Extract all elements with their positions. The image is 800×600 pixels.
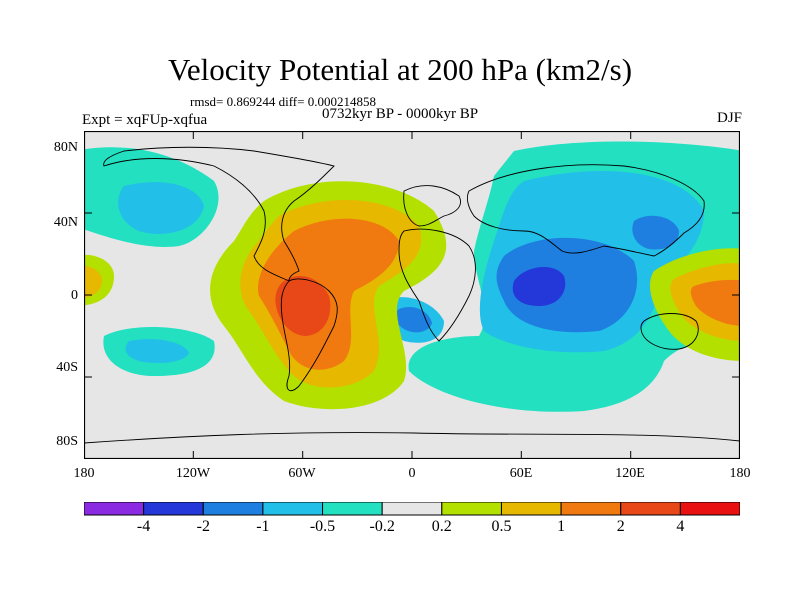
lon-tick-60e: 60E [509,466,533,481]
season-label: DJF [716,110,742,126]
contour-negative-southpacific [103,326,215,376]
contour-positive-eastpacific [84,254,114,306]
colorbar-swatch [84,502,145,516]
colorbar-swatch [381,502,443,516]
lat-tick-80s: 80S [56,434,78,449]
contour-negative-northpacific [84,147,219,247]
colorbar-label: -1 [256,518,270,535]
colorbar-swatch [441,502,502,516]
axis-ticks [84,131,740,459]
lon-tick-180w: 180 [73,466,95,481]
colorbar-label: -4 [136,518,151,535]
colorbar-label: -2 [196,518,210,535]
lon-tick-120e: 120E [615,466,645,481]
colorbar-swatch [322,502,383,516]
colorbar-label: -0.5 [309,518,336,535]
lon-tick-180e: 180 [729,466,751,481]
rmsd-diff-stats: rmsd= 0.869244 diff= 0.000214858 [190,94,376,109]
lat-tick-0: 0 [71,288,78,303]
colorbar-label: -0.2 [369,518,395,535]
velocity-potential-map [84,131,740,459]
map-title: Velocity Potential at 200 hPa (km2/s) [167,52,633,87]
lat-tick-80n: 80N [53,140,78,155]
map-frame [84,131,740,459]
colorbar-swatch [202,502,264,516]
colorbar [84,502,740,516]
experiment-label: Expt = xqFUp-xqfua [82,112,208,128]
contour-negative-indopacific [408,141,740,412]
contour-positive-americas [210,181,447,410]
colorbar-label: 2 [616,518,625,535]
coastlines [84,146,740,444]
colorbar-swatch [679,502,740,516]
colorbar-label: 1 [557,518,566,535]
colorbar-swatch [560,502,622,516]
colorbar-label: 0.5 [491,518,512,535]
colorbar-swatch [620,502,681,516]
contour-positive-westpacific [650,248,740,361]
period-label: 0732kyr BP - 0000kyr BP [322,106,479,122]
lat-tick-40s: 40S [56,360,78,375]
colorbar-swatch [500,502,562,516]
colorbar-swatch [143,502,204,516]
lon-tick-0: 0 [408,466,416,481]
colorbar-swatch [262,502,324,516]
lat-tick-40n: 40N [53,215,78,230]
lon-tick-120w: 120W [175,466,211,481]
lon-tick-60w: 60W [288,466,316,481]
colorbar-label: 4 [676,518,685,535]
colorbar-label: 0.2 [431,518,452,535]
